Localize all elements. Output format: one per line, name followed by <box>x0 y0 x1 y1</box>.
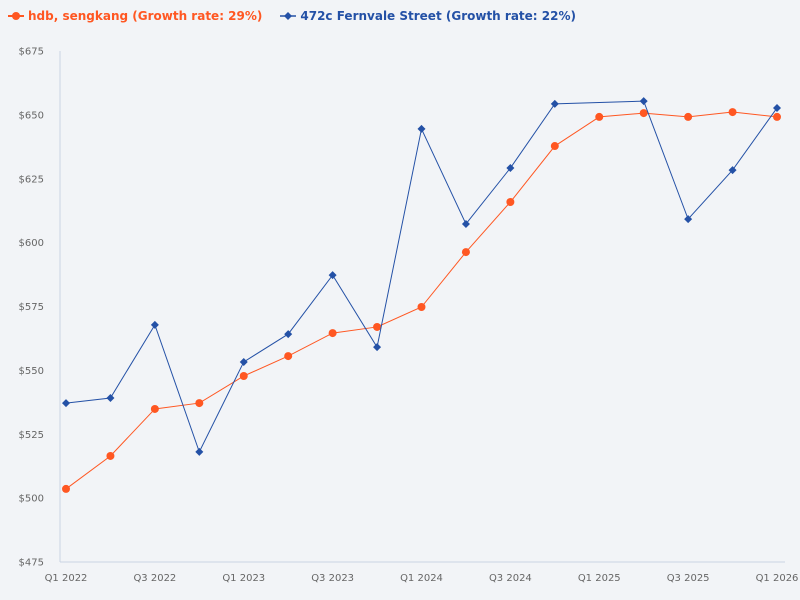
data-point <box>639 97 648 106</box>
data-point <box>150 404 159 413</box>
legend-item-series-0[interactable]: hdb, sengkang (Growth rate: 29%) <box>8 9 262 23</box>
data-point <box>461 219 470 228</box>
data-point <box>773 112 781 121</box>
data-point <box>684 112 693 121</box>
x-tick-label: Q3 2024 <box>489 573 532 584</box>
x-tick-label: Q3 2025 <box>667 573 710 584</box>
data-point <box>328 271 337 280</box>
data-point <box>773 103 781 112</box>
data-point <box>284 330 293 339</box>
data-point <box>728 166 737 175</box>
legend-item-series-1[interactable]: 472c Fernvale Street (Growth rate: 22%) <box>280 9 576 23</box>
data-point <box>106 393 115 402</box>
data-point <box>195 447 204 456</box>
data-point <box>417 124 426 133</box>
data-point <box>373 322 382 331</box>
data-point <box>639 109 648 118</box>
diamond-marker-icon <box>280 12 297 20</box>
data-point <box>62 399 70 408</box>
data-point <box>550 99 559 108</box>
x-tick-label: Q3 2023 <box>311 573 354 584</box>
x-tick-label: Q1 2026 <box>756 573 799 584</box>
y-tick-label: $650 <box>19 110 44 121</box>
data-point <box>595 112 604 121</box>
legend-label: 472c Fernvale Street (Growth rate: 22%) <box>300 9 576 23</box>
data-point <box>728 108 737 117</box>
data-point <box>417 303 426 312</box>
y-tick-label: $525 <box>19 430 44 441</box>
data-point <box>328 329 337 338</box>
x-tick-label: Q1 2022 <box>45 573 88 584</box>
data-point <box>62 484 70 493</box>
series-line-1 <box>65 100 778 454</box>
data-point <box>239 371 248 380</box>
data-point <box>506 198 515 207</box>
data-point <box>461 248 470 257</box>
x-tick-label: Q3 2022 <box>133 573 176 584</box>
data-point <box>684 215 693 224</box>
legend: hdb, sengkang (Growth rate: 29%) 472c Fe… <box>8 9 576 23</box>
x-tick-label: Q1 2024 <box>400 573 443 584</box>
y-tick-label: $675 <box>19 47 44 58</box>
data-point <box>195 399 204 408</box>
y-tick-label: $575 <box>19 302 44 313</box>
x-tick-label: Q1 2023 <box>222 573 265 584</box>
legend-label: hdb, sengkang (Growth rate: 29%) <box>28 9 263 23</box>
data-point <box>373 343 382 352</box>
data-point <box>550 142 559 151</box>
y-tick-label: $500 <box>19 494 44 505</box>
y-tick-label: $600 <box>19 238 44 249</box>
data-point <box>284 352 293 361</box>
data-point <box>106 451 115 460</box>
data-point <box>239 357 248 366</box>
circle-marker-icon <box>8 12 24 20</box>
data-point <box>506 164 515 173</box>
series-line-0 <box>65 111 778 490</box>
x-tick-label: Q1 2025 <box>578 573 621 584</box>
y-tick-label: $475 <box>19 558 44 569</box>
y-tick-label: $550 <box>19 366 44 377</box>
data-point <box>150 320 159 329</box>
y-tick-label: $625 <box>19 174 44 185</box>
